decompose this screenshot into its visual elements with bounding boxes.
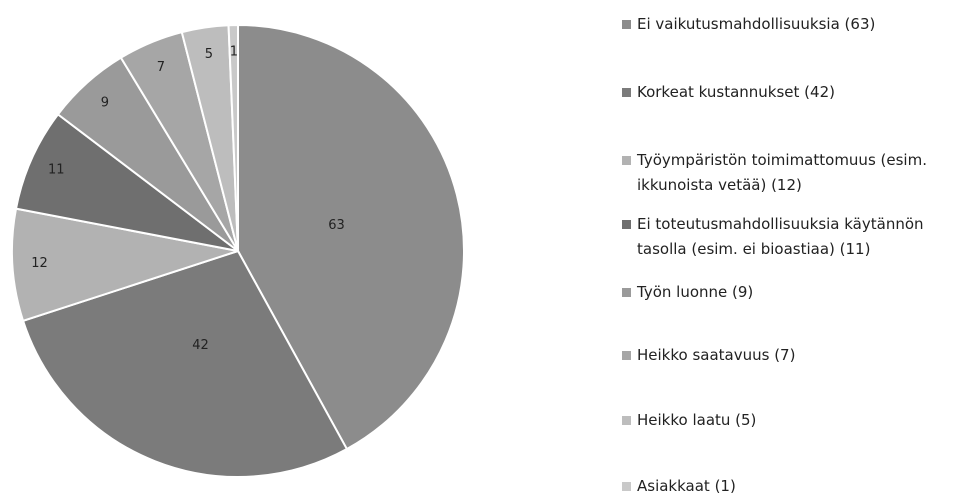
data-label: 7 — [157, 60, 165, 75]
legend-swatch — [622, 156, 631, 165]
data-label: 63 — [328, 218, 345, 233]
legend-item: Asiakkaat (1) — [622, 474, 970, 499]
data-label: 9 — [101, 96, 109, 111]
legend-label: Työn luonne (9) — [637, 283, 754, 301]
data-label: 5 — [205, 47, 213, 62]
legend-swatch — [622, 20, 631, 29]
pie-slice — [21, 249, 349, 478]
legend-item: Ei vaikutusmahdollisuuksia (63) — [622, 12, 970, 37]
chart: 63 42 12 11 9 7 5 1 — [11, 23, 465, 478]
data-label: 12 — [31, 256, 48, 271]
legend-label: Asiakkaat (1) — [637, 477, 736, 495]
legend-item: Työn luonne (9) — [622, 280, 970, 305]
legend-swatch — [622, 416, 631, 425]
pie-slice — [227, 23, 239, 252]
legend-swatch — [622, 351, 631, 360]
pie-slice — [237, 23, 465, 451]
legend-label: Ei vaikutusmahdollisuuksia (63) — [637, 15, 876, 33]
legend-item: Ei toteutusmahdollisuuksia käytännön tas… — [622, 212, 970, 262]
legend-item: Heikko saatavuus (7) — [622, 343, 970, 368]
pie-slice — [11, 207, 239, 323]
data-label: 11 — [48, 163, 65, 178]
legend-swatch — [622, 88, 631, 97]
legend-item: Korkeat kustannukset (42) — [622, 80, 970, 105]
legend-item: Työympäristön toimimattomuus (esim. ikku… — [622, 148, 970, 198]
legend-swatch — [622, 220, 631, 229]
legend-swatch — [622, 288, 631, 297]
legend-label: Heikko laatu (5) — [637, 411, 757, 429]
data-label: 1 — [230, 45, 238, 60]
legend-label: Korkeat kustannukset (42) — [637, 83, 835, 101]
legend-item: Heikko laatu (5) — [622, 408, 970, 433]
legend-label: Heikko saatavuus (7) — [637, 346, 796, 364]
data-label: 42 — [192, 338, 209, 353]
legend-label: Työympäristön toimimattomuus (esim. ikku… — [637, 151, 927, 194]
legend-swatch — [622, 482, 631, 491]
legend-label: Ei toteutusmahdollisuuksia käytännön tas… — [637, 215, 924, 258]
pie-slice — [14, 112, 239, 252]
